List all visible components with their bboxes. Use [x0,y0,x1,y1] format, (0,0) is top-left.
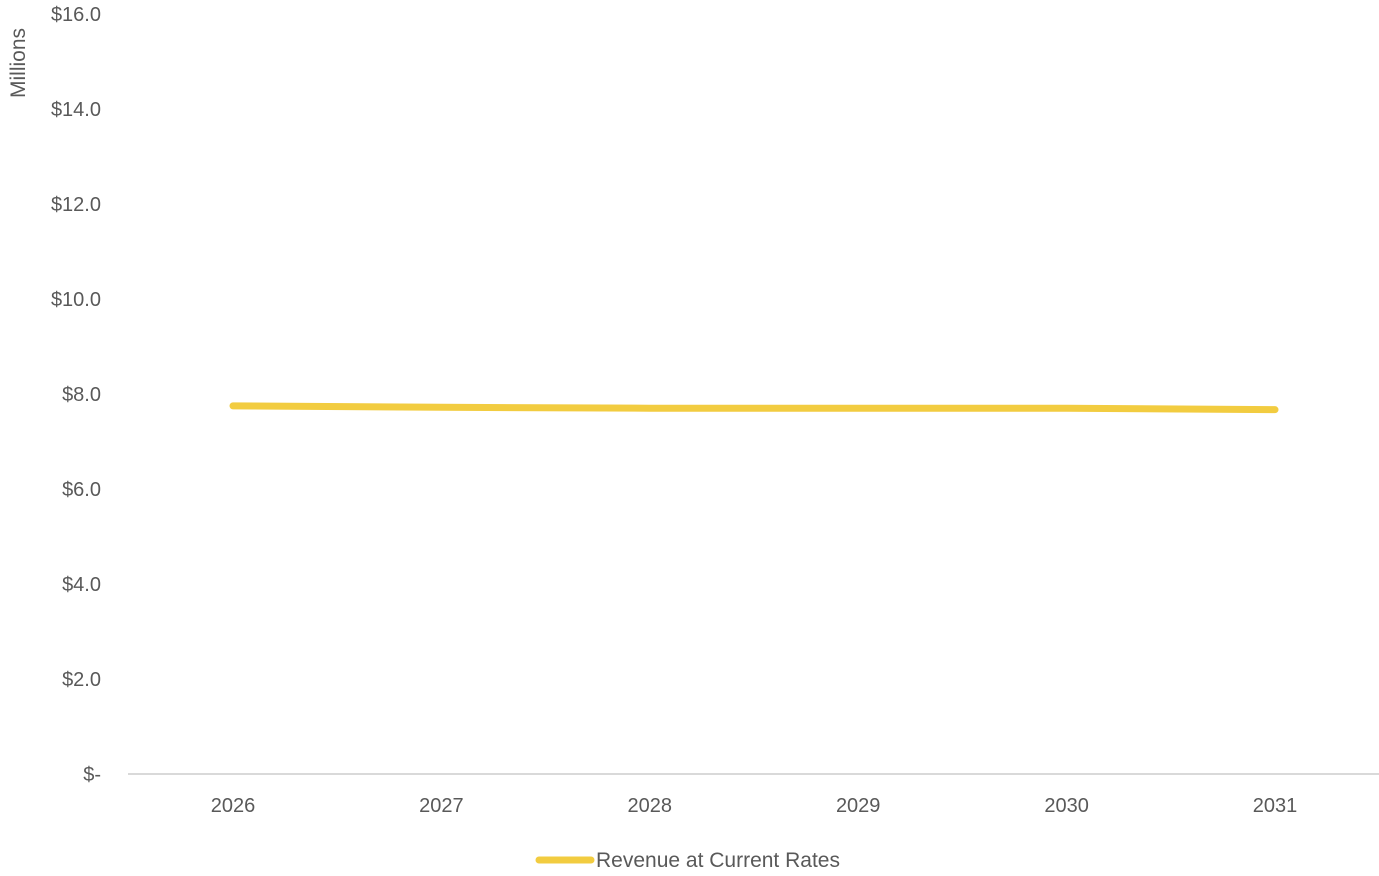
x-tick-label: 2026 [211,795,256,817]
series-line [229,402,1279,414]
legend-label: Revenue at Current Rates [596,849,840,871]
y-tick-label: $2.0 [62,669,101,691]
y-tick-label: $14.0 [51,99,101,121]
y-axis-ticks: $- $2.0 $4.0 $6.0 $8.0 $10.0 $12.0 $14.0 $16.0 [51,4,101,786]
legend: Revenue at Current Rates [535,849,840,872]
x-tick-label: 2027 [419,795,464,817]
series-layer [229,402,1279,414]
x-axis-ticks: 2026 2027 2028 2029 2030 2031 [211,795,1298,817]
y-tick-label: $10.0 [51,289,101,311]
x-tick-label: 2031 [1253,795,1298,817]
y-tick-label: $4.0 [62,574,101,596]
y-tick-label: $8.0 [62,384,101,406]
y-tick-label: $- [83,764,101,786]
y-tick-label: $12.0 [51,194,101,216]
x-tick-label: 2028 [628,795,673,817]
x-tick-label: 2030 [1044,795,1089,817]
y-tick-label: $16.0 [51,4,101,26]
y-axis-title: Millions [7,28,30,98]
x-tick-label: 2029 [836,795,881,817]
y-tick-label: $6.0 [62,479,101,501]
